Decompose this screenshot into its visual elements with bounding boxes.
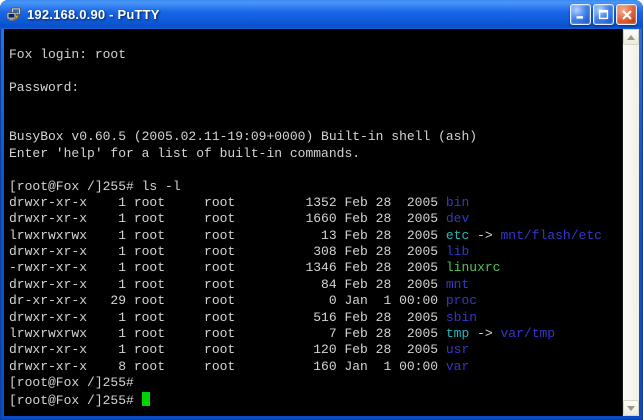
terminal-line: drwxr-xr-x 1 root root 516 Feb 28 2005 s…	[9, 310, 622, 326]
terminal-line	[9, 162, 622, 178]
filename-text: var/tmp	[500, 326, 556, 342]
terminal-text: drwxr-xr-x 1 root root 1352 Feb 28 2005	[9, 194, 446, 210]
scroll-up-button[interactable]	[623, 29, 639, 45]
terminal-line: lrwxrwxrwx 1 root root 7 Feb 28 2005 tmp…	[9, 326, 622, 342]
terminal-text: drwxr-xr-x 1 root root 516 Feb 28 2005	[9, 309, 446, 325]
terminal-line: Password:	[9, 80, 622, 96]
terminal-line: Fox login: root	[9, 47, 622, 63]
terminal-line: drwxr-xr-x 1 root root 308 Feb 28 2005 l…	[9, 244, 622, 260]
terminal-line: drwxr-xr-x 8 root root 160 Jan 1 00:00 v…	[9, 359, 622, 375]
minimize-button[interactable]	[570, 4, 591, 25]
terminal-text: lrwxrwxrwx 1 root root 7 Feb 28 2005	[9, 326, 446, 342]
terminal-line: dr-xr-xr-x 29 root root 0 Jan 1 00:00 pr…	[9, 293, 622, 309]
terminal-text: drwxr-xr-x 1 root root 120 Feb 28 2005	[9, 342, 446, 358]
minimize-icon	[576, 16, 583, 19]
terminal-line: BusyBox v0.60.5 (2005.02.11-19:09+0000) …	[9, 129, 622, 145]
terminal-line: [root@Fox /]255# ls -l	[9, 179, 622, 195]
chevron-down-icon	[627, 405, 635, 411]
terminal-text: drwxr-xr-x 8 root root 160 Jan 1 00:00	[9, 358, 446, 374]
terminal-text: BusyBox v0.60.5 (2005.02.11-19:09+0000) …	[9, 129, 478, 145]
terminal-line	[9, 97, 622, 113]
terminal-frame: Fox login: root Password: BusyBox v0.60.5 …	[4, 29, 639, 416]
filename-text: mnt	[445, 276, 470, 292]
terminal-text: drwxr-xr-x 1 root root 1660 Feb 28 2005	[9, 211, 446, 227]
filename-text: lib	[445, 244, 470, 260]
terminal-line: -rwxr-xr-x 1 root root 1346 Feb 28 2005 …	[9, 260, 622, 276]
window-controls	[570, 4, 637, 25]
terminal-line: drwxr-xr-x 1 root root 120 Feb 28 2005 u…	[9, 342, 622, 358]
filename-text: mnt/flash/etc	[500, 227, 602, 243]
terminal-line	[9, 64, 622, 80]
terminal-line: drwxr-xr-x 1 root root 1352 Feb 28 2005 …	[9, 195, 622, 211]
terminal-line	[9, 113, 622, 129]
terminal-text: drwxr-xr-x 1 root root 84 Feb 28 2005	[9, 276, 446, 292]
terminal-cursor	[141, 391, 150, 406]
filename-text: proc	[445, 293, 478, 309]
terminal-text: lrwxrwxrwx 1 root root 13 Feb 28 2005	[9, 227, 446, 243]
terminal-line: [root@Fox /]255#	[9, 375, 622, 391]
terminal-line: drwxr-xr-x 1 root root 84 Feb 28 2005 mn…	[9, 277, 622, 293]
terminal-screen[interactable]: Fox login: root Password: BusyBox v0.60.5 …	[4, 29, 622, 416]
terminal-text: [root@Fox /]255#	[9, 375, 134, 391]
terminal-text: ->	[469, 227, 501, 243]
terminal-text: drwxr-xr-x 1 root root 308 Feb 28 2005	[9, 244, 446, 260]
filename-text: etc	[445, 227, 470, 243]
filename-text: var	[445, 358, 470, 374]
scroll-down-button[interactable]	[623, 400, 639, 416]
putty-icon[interactable]	[6, 7, 22, 23]
terminal-text: ->	[469, 326, 501, 342]
terminal-text: Enter 'help' for a list of built-in comm…	[9, 145, 361, 161]
maximize-icon	[598, 9, 609, 20]
scrollbar[interactable]	[622, 29, 639, 416]
scrollbar-track[interactable]	[623, 45, 639, 400]
terminal-text: -rwxr-xr-x 1 root root 1346 Feb 28 2005	[9, 260, 446, 276]
terminal-text: [root@Fox /]255#	[9, 392, 142, 408]
filename-text: sbin	[445, 309, 478, 325]
close-button[interactable]	[616, 4, 637, 25]
filename-text: bin	[445, 194, 470, 210]
terminal-line: lrwxrwxrwx 1 root root 13 Feb 28 2005 et…	[9, 228, 622, 244]
filename-text: dev	[445, 211, 470, 227]
terminal-text: Fox login: root	[9, 47, 127, 63]
terminal-line: Enter 'help' for a list of built-in comm…	[9, 146, 622, 162]
close-icon	[622, 10, 631, 19]
terminal-text: [root@Fox /]255# ls -l	[9, 178, 181, 194]
terminal-text: dr-xr-xr-x 29 root root 0 Jan 1 00:00	[9, 293, 446, 309]
terminal-line: [root@Fox /]255#	[9, 391, 622, 408]
title-bar[interactable]: 192.168.0.90 - PuTTY	[0, 0, 643, 29]
terminal-line	[9, 31, 622, 47]
maximize-button[interactable]	[593, 4, 614, 25]
terminal-text: Password:	[9, 80, 80, 96]
window-title: 192.168.0.90 - PuTTY	[27, 7, 160, 22]
filename-text: linuxrc	[445, 260, 501, 276]
filename-text: tmp	[445, 326, 470, 342]
chevron-up-icon	[627, 34, 635, 40]
filename-text: usr	[445, 342, 470, 358]
terminal-line: drwxr-xr-x 1 root root 1660 Feb 28 2005 …	[9, 211, 622, 227]
